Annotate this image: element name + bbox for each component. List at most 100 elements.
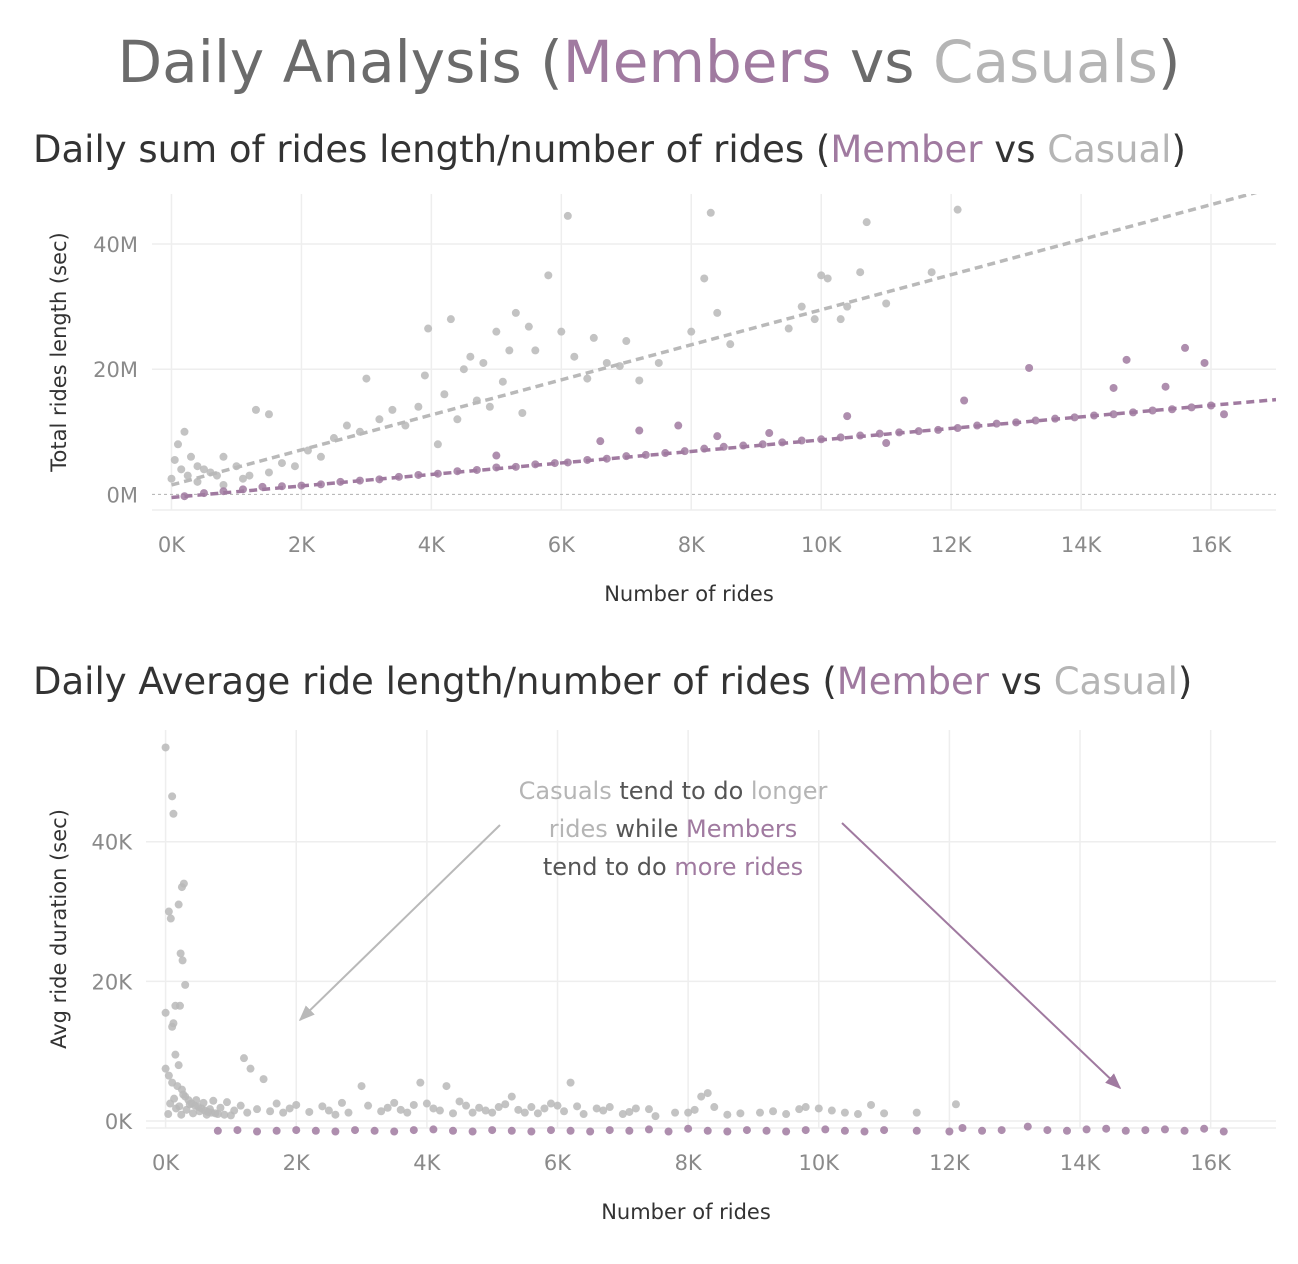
member-point — [664, 1127, 673, 1136]
member-point — [429, 1125, 438, 1134]
casual-point — [823, 274, 832, 283]
annotation-casuals: Casuals — [518, 777, 612, 805]
member-point — [762, 1126, 771, 1135]
casual-point — [602, 358, 611, 367]
member-point — [272, 1126, 281, 1135]
chart2-title-vs: vs — [989, 660, 1054, 703]
member-point — [596, 437, 605, 446]
member-point — [468, 1127, 477, 1136]
member-point — [1082, 1125, 1091, 1134]
casual-point — [305, 1107, 314, 1116]
casual-point — [170, 455, 179, 464]
casual-point — [164, 907, 173, 916]
casual-point — [466, 352, 475, 361]
member-point — [253, 1127, 262, 1136]
casual-point — [342, 421, 351, 430]
casual-point — [179, 879, 188, 888]
casual-point — [736, 1109, 745, 1118]
casual-point — [222, 1098, 231, 1107]
casual-point — [840, 1108, 849, 1117]
casual-point — [251, 405, 260, 414]
casual-point — [435, 1106, 444, 1115]
member-point — [1122, 355, 1131, 364]
chart2-title: Daily Average ride length/number of ride… — [33, 660, 1192, 704]
casual-point — [238, 474, 247, 483]
casual-point — [481, 1106, 490, 1115]
casual-point — [570, 352, 579, 361]
chart-total-rides-length: 0K 2K 4K 6K 8K 10K 12K 14K 16K 0M 20M 40M Number of … — [47, 194, 1276, 606]
casual-point — [179, 1090, 188, 1099]
casual-point — [782, 1110, 791, 1119]
casual-point — [635, 376, 644, 385]
casual-point — [755, 1108, 764, 1117]
member-point — [1160, 1125, 1169, 1134]
member-annotation-arrow — [841, 822, 1122, 1090]
member-point — [390, 1127, 399, 1136]
x-tick-label: 4K — [413, 1151, 441, 1175]
member-point — [1102, 1124, 1111, 1133]
chart2-title-casual: Casual — [1053, 660, 1178, 703]
casual-point — [853, 1110, 862, 1119]
casual-point — [462, 1101, 471, 1110]
x-tick-label: 2K — [283, 1151, 311, 1175]
member-point — [840, 1126, 849, 1135]
casual-point — [420, 371, 429, 380]
chart1-title-member: Member — [830, 128, 983, 171]
member-point — [566, 1126, 575, 1135]
member-trend-line — [171, 397, 1276, 500]
casual-point — [429, 1104, 438, 1113]
member-point — [605, 1126, 614, 1135]
member-point — [492, 451, 501, 460]
casual-point — [563, 211, 572, 220]
casual-point — [703, 1089, 712, 1098]
casual-point — [422, 1099, 431, 1108]
chart1-title-prefix: Daily sum of rides length/number of ride… — [33, 128, 831, 171]
chart1-title-suffix: ) — [1171, 128, 1186, 171]
chart1-title-casual: Casual — [1047, 128, 1172, 171]
member-point — [1200, 358, 1209, 367]
casual-point — [784, 324, 793, 333]
casual-point — [553, 1101, 562, 1110]
casual-point — [185, 1100, 194, 1109]
chart1-title-vs: vs — [982, 128, 1048, 171]
casual-point — [867, 1100, 876, 1109]
casual-point — [546, 1099, 555, 1108]
y-tick-label: 0M — [107, 483, 138, 507]
member-point — [1187, 403, 1196, 412]
x-tick-label: 8K — [678, 533, 706, 557]
casual-point — [687, 327, 696, 336]
member-point — [213, 1126, 222, 1135]
casual-point — [511, 308, 520, 317]
member-point — [882, 439, 891, 448]
casual-point — [253, 1105, 262, 1114]
annotation-part2: tend to do — [611, 777, 751, 805]
x-tick-label: 6K — [548, 533, 576, 557]
casual-point — [220, 1110, 229, 1119]
casual-point — [331, 1110, 340, 1119]
casual-point — [507, 1092, 516, 1101]
x-tick-label: 14K — [1061, 533, 1103, 557]
casual-point — [279, 1108, 288, 1117]
casual-point — [651, 1112, 660, 1121]
annotation-rides: rides — [548, 815, 608, 843]
casual-point — [396, 1105, 405, 1114]
casual-point — [272, 1099, 281, 1108]
casual-point — [337, 1098, 346, 1107]
casual-point — [264, 468, 273, 477]
casual-point — [192, 1096, 201, 1105]
member-point — [912, 1126, 921, 1135]
member-point — [635, 426, 644, 435]
casual-point — [710, 1103, 719, 1112]
member-point — [546, 1126, 555, 1135]
member-point — [958, 1124, 967, 1132]
casual-point — [856, 268, 865, 277]
casual-point — [292, 1100, 301, 1109]
casual-point — [442, 1082, 451, 1091]
casual-point — [416, 1078, 425, 1087]
casual-point — [817, 271, 826, 280]
casual-point — [324, 1106, 333, 1115]
casual-point — [186, 452, 195, 461]
casual-point — [170, 1094, 179, 1103]
casual-point — [414, 402, 423, 411]
x-axis-title: Number of rides — [601, 1200, 771, 1224]
